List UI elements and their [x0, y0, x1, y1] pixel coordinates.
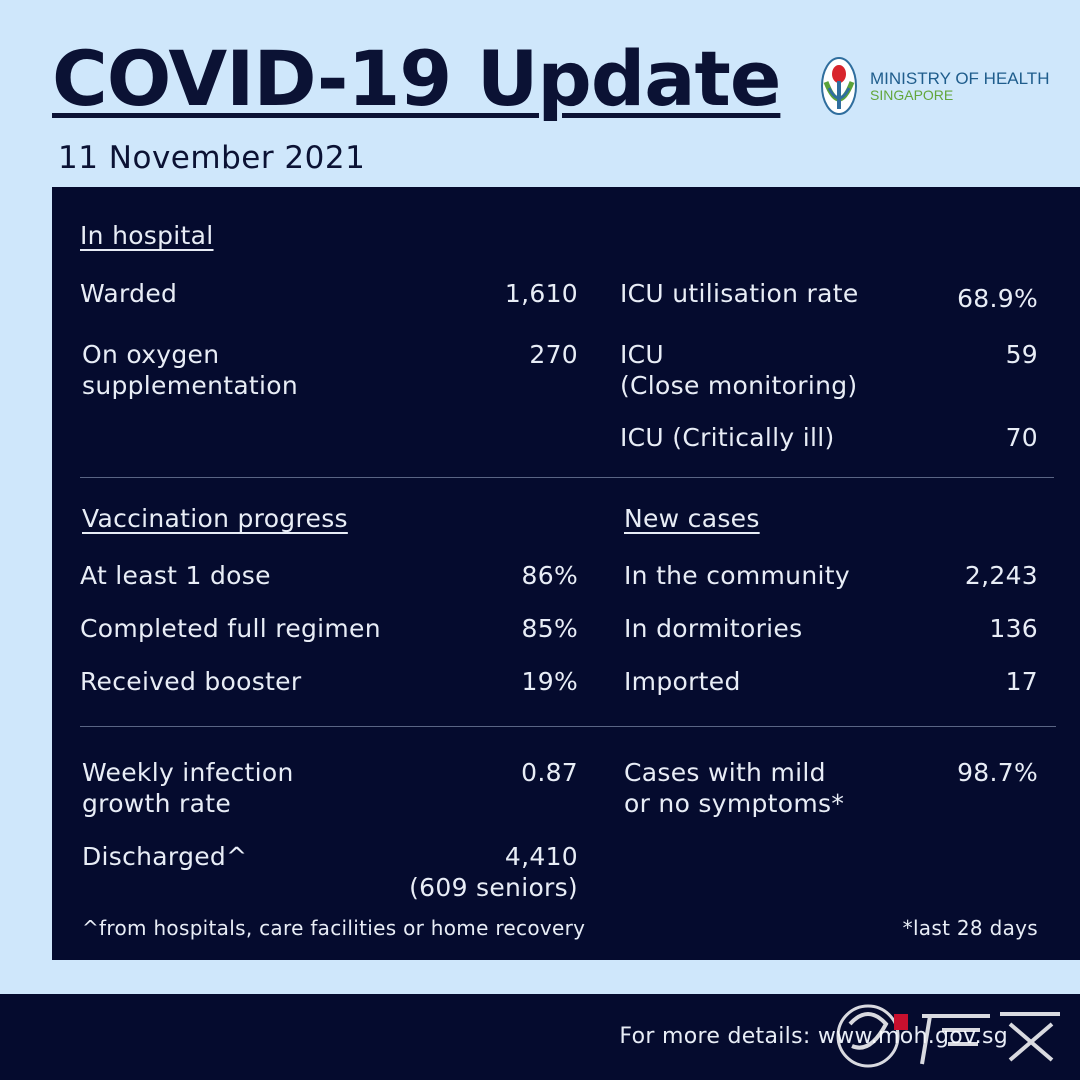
full-regimen-label: Completed full regimen [80, 614, 381, 643]
full-regimen-value: 85% [521, 614, 578, 643]
warded-value: 1,610 [504, 279, 578, 308]
community-label: In the community [624, 561, 850, 590]
icu-rate-value: 68.9% [957, 284, 1038, 313]
one-dose-value: 86% [521, 561, 578, 590]
icu-close-label-line1: ICU [620, 340, 665, 369]
page-title: COVID-19 Update [52, 34, 781, 123]
one-dose-label: At least 1 dose [80, 561, 271, 590]
growth-label-line1: Weekly infection [82, 758, 294, 787]
mild-label-line1: Cases with mild [624, 758, 826, 787]
footnote-discharged: ^from hospitals, care facilities or home… [82, 916, 586, 940]
community-value: 2,243 [964, 561, 1038, 590]
icu-close-value: 59 [1005, 340, 1038, 369]
moh-logo: MINISTRY OF HEALTH SINGAPORE [820, 56, 1049, 116]
hospital-heading: In hospital [80, 221, 214, 250]
new-cases-heading: New cases [624, 504, 760, 533]
imported-label: Imported [624, 667, 741, 696]
growth-label-line2: growth rate [82, 789, 232, 818]
growth-value: 0.87 [521, 758, 578, 787]
section-divider [80, 726, 1056, 727]
booster-label: Received booster [80, 667, 302, 696]
icu-rate-label: ICU utilisation rate [620, 279, 859, 308]
moh-emblem-icon [821, 57, 857, 115]
mild-value: 98.7% [957, 758, 1038, 787]
section-divider [80, 477, 1054, 478]
icu-critical-value: 70 [1005, 423, 1038, 452]
footer-bar: For more details: www.moh.gov.sg [0, 994, 1080, 1080]
update-date: 11 November 2021 [58, 140, 366, 176]
icu-critical-label: ICU (Critically ill) [620, 423, 835, 452]
footnote-last-28-days: *last 28 days [902, 916, 1038, 940]
stats-panel: In hospital Warded 1,610 On oxygen suppl… [52, 187, 1080, 960]
discharged-seniors: (609 seniors) [409, 873, 578, 902]
oxygen-label-line1: On oxygen [82, 340, 220, 369]
oxygen-label-line2: supplementation [82, 371, 299, 400]
warded-label: Warded [80, 279, 178, 308]
watermark-icon [836, 1004, 1060, 1068]
dormitories-value: 136 [989, 614, 1038, 643]
discharged-value: 4,410 [504, 842, 578, 871]
discharged-label: Discharged^ [82, 842, 248, 871]
dormitories-label: In dormitories [624, 614, 803, 643]
logo-ministry-text: MINISTRY OF HEALTH [870, 68, 1050, 88]
mild-label-line2: or no symptoms* [624, 789, 845, 818]
oxygen-value: 270 [529, 340, 578, 369]
booster-value: 19% [521, 667, 578, 696]
logo-country-text: SINGAPORE [870, 86, 954, 103]
imported-value: 17 [1005, 667, 1038, 696]
icu-close-label-line2: (Close monitoring) [620, 371, 858, 400]
vaccination-heading: Vaccination progress [82, 504, 348, 533]
